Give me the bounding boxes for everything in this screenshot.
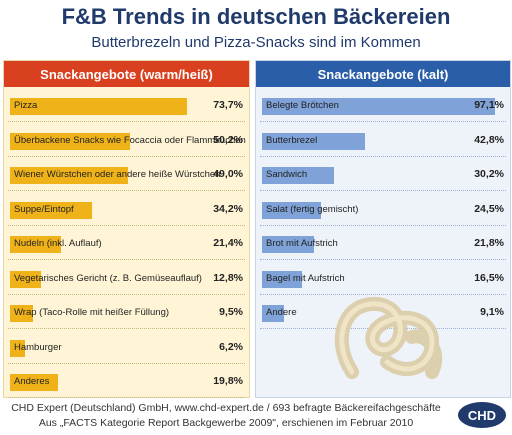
logo-text: CHD (468, 408, 496, 423)
warm-snack-row: Wrap (Taco-Rolle mit heißer Füllung) 9,5% (8, 296, 245, 329)
warm-snack-bar (10, 167, 128, 184)
chart-title: F&B Trends in deutschen Bäckereien (61, 4, 451, 29)
warm-snack-row: Suppe/Eintopf 34,2% (8, 193, 245, 226)
warm-snack-label: Wrap (Taco-Rolle mit heißer Füllung) (14, 307, 170, 318)
warm-snack-value: 19,8% (213, 375, 243, 387)
warm-snack-label: Nudeln (inkl. Auflauf) (14, 238, 102, 249)
cold-snack-bar (262, 305, 284, 322)
cold-snack-label: Brot mit Aufstrich (266, 238, 338, 249)
warm-snack-value: 12,8% (213, 271, 243, 284)
warm-snack-row: Überbackene Snacks wie Focaccia oder Fla… (8, 124, 246, 157)
cold-snack-row: Butterbrezel 42,8% (260, 124, 506, 157)
warm-snack-label: Überbackene Snacks wie Focaccia oder Fla… (14, 134, 246, 146)
warm-snack-row: Hamburger 6,2% (8, 331, 245, 364)
cold-snack-label: Belegte Brötchen (266, 100, 339, 111)
cold-snack-label: Andere (266, 307, 297, 318)
cold-snack-value: 16,5% (474, 271, 504, 284)
warm-snack-bar (10, 132, 131, 150)
warm-snack-value: 73,7% (213, 99, 243, 111)
warm-snack-row: Vegetarisches Gericht (z. B. Gemüseaufla… (8, 262, 245, 295)
cold-snack-label: Salat (fertig gemischt) (266, 203, 359, 215)
warm-snack-row: Anderes 19,8% (8, 365, 245, 398)
cold-snack-bar (262, 167, 335, 184)
cold-snacks-header: Snackangebote (kalt) (256, 61, 510, 87)
warm-snacks-header: Snackangebote (warm/heiß) (4, 61, 249, 87)
cold-snack-bar (262, 270, 302, 288)
source-line: CHD Expert (Deutschland) GmbH, www.chd-e… (11, 402, 441, 414)
cold-snack-value: 30,2% (474, 168, 504, 180)
warm-snack-bar (10, 339, 25, 357)
cold-snack-value: 42,8% (474, 133, 504, 146)
cold-snack-label: Sandwich (266, 169, 308, 180)
warm-snack-bar (10, 305, 33, 322)
cold-snack-row: Brot mit Aufstrich 21,8% (260, 227, 506, 260)
cold-snack-bar (262, 201, 321, 219)
cold-snacks-panel: Snackangebote (kalt) Belegte Brötchen 97,… (255, 60, 511, 398)
cold-snack-row: Bagel mit Aufstrich 16,5% (260, 262, 506, 295)
cold-snack-row: Belegte Brötchen 97,1% (260, 89, 506, 122)
warm-snack-value: 6,2% (219, 340, 243, 353)
warm-snack-bar (10, 374, 58, 391)
cold-snack-label: Bagel mit Aufstrich (266, 272, 345, 284)
warm-snack-label: Anderes (14, 376, 50, 387)
cold-snack-value: 21,8% (474, 237, 504, 249)
warm-snack-label: Hamburger (14, 341, 62, 353)
warm-snacks-panel: Snackangebote (warm/heiß) Pizza 73,7% Über… (3, 60, 250, 398)
warm-snack-value: 49,0% (213, 168, 243, 180)
pretzel-illustration (334, 297, 443, 379)
warm-snack-row: Pizza 73,7% (8, 89, 245, 122)
warm-snack-label: Wiener Würstchen oder andere heiße Würst… (14, 169, 221, 180)
cold-snack-row: Salat (fertig gemischt) 24,5% (260, 193, 506, 226)
warm-snack-label: Suppe/Eintopf (14, 203, 74, 215)
cold-snack-value: 9,1% (480, 306, 504, 318)
cold-snack-bar (262, 132, 365, 150)
warm-snack-row: Nudeln (inkl. Auflauf) 21,4% (8, 227, 245, 260)
warm-snack-bar (10, 270, 41, 288)
warm-snack-label: Pizza (14, 100, 38, 111)
warm-snack-value: 34,2% (213, 202, 243, 215)
cold-snack-value: 24,5% (474, 202, 504, 215)
warm-snack-value: 21,4% (213, 237, 243, 249)
cold-snack-label: Butterbrezel (266, 134, 318, 146)
chart-subtitle: Butterbrezeln und Pizza-Snacks sind im K… (91, 34, 421, 51)
cold-snack-bar (262, 236, 315, 253)
warm-snack-value: 50,2% (213, 133, 243, 146)
cold-snack-bar (262, 98, 496, 115)
warm-snack-value: 9,5% (219, 306, 243, 318)
report-line: Aus „FACTS Kategorie Report Backgewerbe … (38, 417, 414, 429)
warm-snack-bar (10, 201, 93, 219)
warm-snack-row: Wiener Würstchen oder andere heiße Würst… (8, 158, 245, 191)
warm-snack-label: Vegetarisches Gericht (z. B. Gemüseaufla… (14, 272, 202, 284)
warm-snack-bar (10, 236, 62, 253)
cold-snack-row: Sandwich 30,2% (260, 158, 506, 191)
warm-snack-bar (10, 98, 187, 115)
chd-logo: CHD (458, 402, 506, 428)
cold-snack-value: 97,1% (474, 99, 504, 111)
